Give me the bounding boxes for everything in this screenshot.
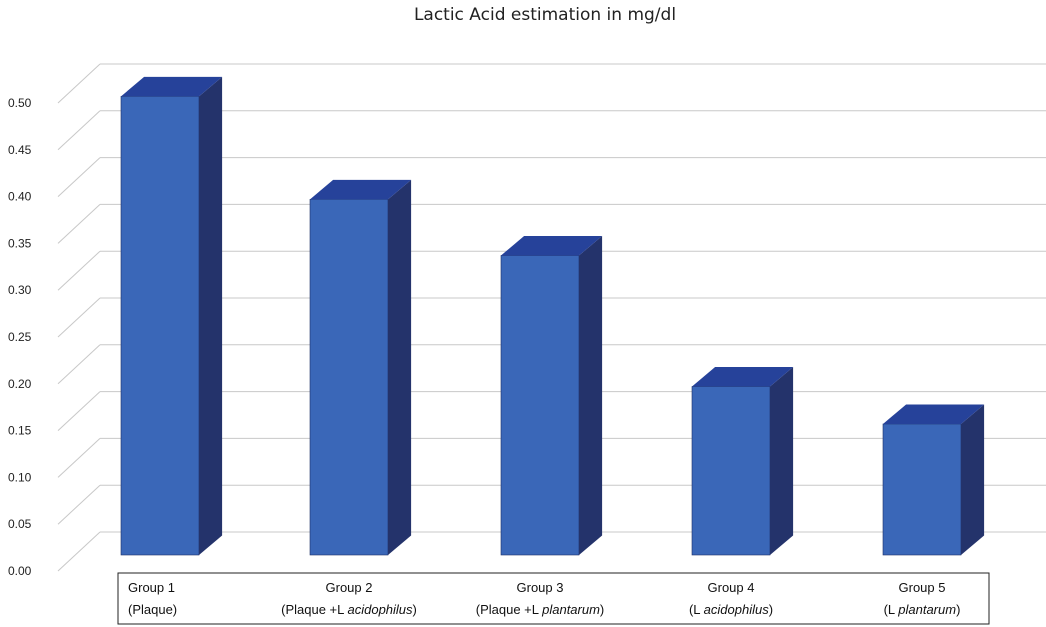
category-label: Group 1: [128, 580, 175, 595]
y-axis-ticks: 0.00 0.05 0.10 0.15 0.20 0.25 0.30 0.35 0.40 0.45…: [8, 96, 32, 578]
bar-top: [310, 179, 412, 200]
y-tick-label: 0.40: [8, 190, 32, 204]
y-tick-label: 0.45: [8, 143, 32, 157]
y-tick-label: 0.50: [8, 96, 32, 110]
gridline-depth: [57, 484, 101, 525]
bar-top: [501, 235, 603, 256]
category-label: Group 2: [326, 580, 373, 595]
gridline-depth: [57, 250, 101, 291]
gridline-depth: [57, 204, 101, 244]
gridline-depth: [57, 63, 101, 104]
bar-front: [882, 423, 962, 556]
bar: [120, 76, 223, 556]
y-tick-label: 0.30: [8, 283, 32, 297]
y-tick-label: 0.15: [8, 424, 32, 438]
bar-side: [388, 179, 412, 555]
bar-front: [691, 386, 771, 556]
gridline-depth: [57, 110, 101, 151]
bar-top: [692, 367, 794, 387]
bar-top: [883, 404, 985, 424]
category-label-box: [117, 572, 990, 625]
y-tick-label: 0.20: [8, 377, 32, 391]
category-label: Group 4: [708, 580, 755, 595]
bar-side: [961, 404, 985, 555]
bar: [500, 235, 603, 556]
bar-side: [199, 76, 223, 556]
bar-front: [500, 255, 580, 556]
y-tick-label: 0.25: [8, 330, 32, 344]
gridline-depth: [57, 297, 101, 338]
category-label: Group 3: [517, 580, 564, 595]
y-tick-label: 0.05: [8, 517, 32, 531]
bar: [882, 404, 985, 556]
gridline-depth: [57, 344, 101, 385]
bar-top: [121, 76, 223, 97]
category-sublabel: (Plaque +L acidophilus): [281, 602, 417, 617]
y-tick-label: 0.00: [8, 564, 32, 578]
bars: [120, 76, 985, 556]
bar: [691, 367, 794, 556]
bar: [309, 179, 412, 556]
y-tick-label: 0.10: [8, 470, 32, 484]
gridline-depth: [57, 391, 101, 431]
bar-front: [309, 199, 389, 556]
gridline-depth: [57, 438, 101, 478]
x-axis-categories: Group 1 (Plaque) Group 2 (Plaque +L acidoph…: [128, 580, 960, 617]
chart-title: Lactic Acid estimation in mg/dl: [414, 5, 676, 25]
bar-side: [579, 235, 603, 556]
bar-side: [770, 367, 794, 555]
category-label: Group 5: [899, 580, 946, 595]
gridline-depth: [57, 531, 101, 572]
category-sublabel: (Plaque +L plantarum): [476, 602, 605, 617]
category-sublabel: (L plantarum): [884, 602, 961, 617]
category-sublabel: (L acidophilus): [689, 602, 773, 617]
gridline-depth: [57, 157, 101, 197]
y-tick-label: 0.35: [8, 236, 32, 250]
category-sublabel: (Plaque): [128, 602, 177, 617]
bar-front: [120, 96, 200, 556]
